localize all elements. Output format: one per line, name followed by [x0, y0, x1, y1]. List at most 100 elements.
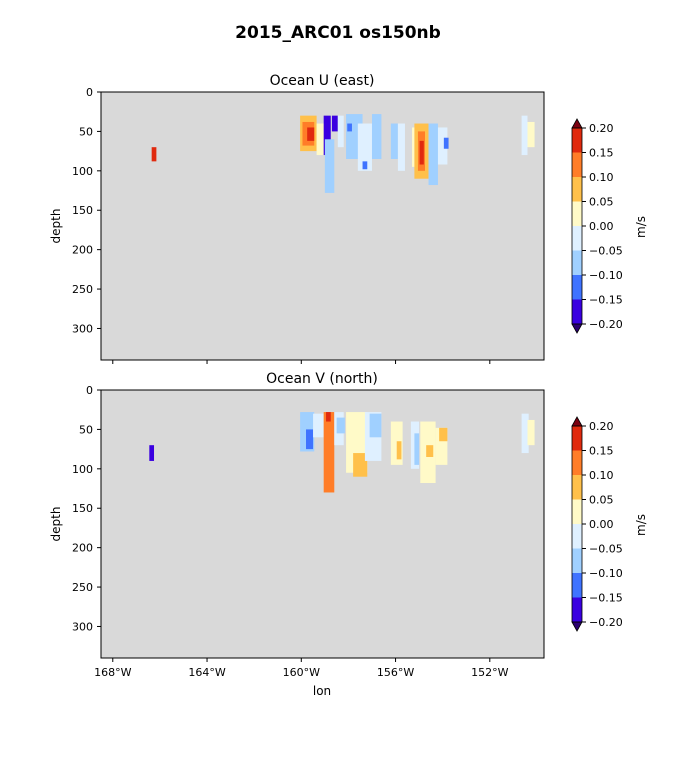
colorbar-tick-label: −0.10	[589, 567, 623, 580]
data-patch	[357, 123, 372, 171]
colorbar-tick-label: −0.20	[589, 318, 623, 331]
colorbar-segment	[572, 450, 582, 475]
colorbar-segment	[572, 499, 582, 524]
colorbar-tick-label: 0.20	[589, 122, 614, 135]
colorbar-segment	[572, 597, 582, 622]
data-patch	[527, 419, 535, 446]
colorbar-segment	[572, 548, 582, 573]
y-tick-label: 100	[72, 463, 93, 476]
data-patch	[323, 412, 335, 493]
colorbar-extend-min	[571, 621, 583, 632]
colorbar-tick-label: 0.10	[589, 171, 614, 184]
colorbar-segment	[572, 128, 582, 153]
data-patch	[336, 417, 345, 434]
colorbar-tick-label: −0.15	[589, 294, 623, 307]
data-patch	[521, 413, 529, 454]
y-tick-label: 300	[72, 322, 93, 335]
colorbar-tick-label: 0.05	[589, 196, 614, 209]
y-tick-label: 250	[72, 581, 93, 594]
y-axis-label-v: depth	[49, 507, 63, 542]
colorbar-v: 0.20 0.15 0.10 0.05 0.00 −0.05 −0.10 −0.15 −0.20	[571, 416, 623, 632]
colorbar-tick-label: 0.05	[589, 494, 614, 507]
y-tick-label: 100	[72, 165, 93, 178]
colorbar-segment	[572, 524, 582, 549]
data-patch	[347, 123, 352, 132]
x-tick-label: 164°W	[188, 666, 225, 679]
y-tick-label: 200	[72, 542, 93, 555]
y-tick-label: 150	[72, 502, 93, 515]
colorbar-extend-max	[571, 118, 583, 129]
colorbar-segment	[572, 426, 582, 451]
x-tick-label: 152°W	[471, 666, 508, 679]
data-patch	[443, 137, 449, 149]
data-patch	[326, 412, 331, 422]
data-patch	[337, 115, 344, 148]
x-axis-label: lon	[313, 684, 331, 698]
plot-area-u	[101, 92, 544, 360]
panel-title-v: Ocean V (north)	[266, 371, 378, 387]
colorbar-segment	[572, 250, 582, 275]
figure-title: 2015_ARC01 os150nb	[235, 23, 441, 43]
panel-ocean-u: Ocean U (east) depth 050100150200250300 …	[49, 73, 648, 364]
data-patch	[149, 445, 155, 461]
data-patch	[324, 139, 335, 193]
data-patch	[323, 115, 331, 156]
colorbar-segment	[572, 152, 582, 177]
x-tick-label: 156°W	[377, 666, 414, 679]
colorbar-tick-label: −0.20	[589, 616, 623, 629]
colorbar-tick-label: 0.00	[589, 220, 614, 233]
data-patch	[306, 429, 314, 450]
colorbar-tick-label: 0.10	[589, 469, 614, 482]
data-patch	[362, 161, 368, 170]
data-patch	[371, 114, 382, 159]
data-patch	[527, 121, 535, 148]
colorbar-extend-max	[571, 416, 583, 427]
colorbar-segment	[572, 177, 582, 202]
y-tick-label: 250	[72, 283, 93, 296]
y-tick-label: 150	[72, 204, 93, 217]
x-tick-label: 168°W	[94, 666, 131, 679]
data-patch	[435, 427, 448, 465]
plot-frame	[100, 389, 545, 659]
data-patch	[307, 127, 315, 141]
colorbar-tick-label: 0.00	[589, 518, 614, 531]
y-tick-label: 50	[79, 423, 93, 436]
colorbar-tick-label: 0.20	[589, 420, 614, 433]
data-patch	[369, 413, 382, 438]
panel-ocean-v: Ocean V (north) depth 0 50 100 150 200 250 300…	[49, 371, 648, 698]
data-patch	[316, 123, 327, 156]
panel-title-u: Ocean U (east)	[270, 73, 375, 89]
data-patch	[353, 453, 368, 477]
colorbar-u: 0.20 0.15 0.10 0.05 0.00 −0.05 −0.10 −0.15 −0.20	[571, 118, 623, 334]
data-patch	[437, 127, 448, 165]
data-patch	[439, 427, 448, 442]
data-patch	[426, 445, 434, 457]
data-patch	[151, 147, 157, 162]
colorbar-segment	[572, 299, 582, 324]
data-patch	[419, 140, 424, 165]
x-tick-label: 160°W	[283, 666, 320, 679]
colorbar-label-v: m/s	[634, 514, 648, 536]
colorbar-tick-label: 0.15	[589, 147, 614, 160]
data-patch	[397, 123, 405, 171]
colorbar-tick-label: −0.05	[589, 245, 623, 258]
colorbar-segment	[572, 201, 582, 226]
axes-u: 0 50 100 150 200 250 300	[72, 86, 545, 364]
data-patch	[428, 123, 438, 186]
data-patch	[521, 115, 528, 156]
y-tick-label: 0	[86, 384, 93, 397]
y-tick-label: 50	[79, 125, 93, 138]
colorbar-segment	[572, 226, 582, 251]
data-patch	[414, 433, 420, 465]
colorbar-tick-label: −0.15	[589, 592, 623, 605]
colorbar-segment	[572, 275, 582, 300]
y-tick-label: 200	[72, 244, 93, 257]
colorbar-segment	[572, 573, 582, 598]
data-patch	[331, 115, 338, 132]
plot-frame	[100, 91, 545, 361]
y-tick-label: 0	[86, 86, 93, 99]
colorbar-tick-label: −0.10	[589, 269, 623, 282]
axes-v: 0 50 100 150 200 250 300 168°W 164°W 160°W 156°W 15…	[72, 384, 545, 679]
data-patch	[313, 413, 324, 438]
